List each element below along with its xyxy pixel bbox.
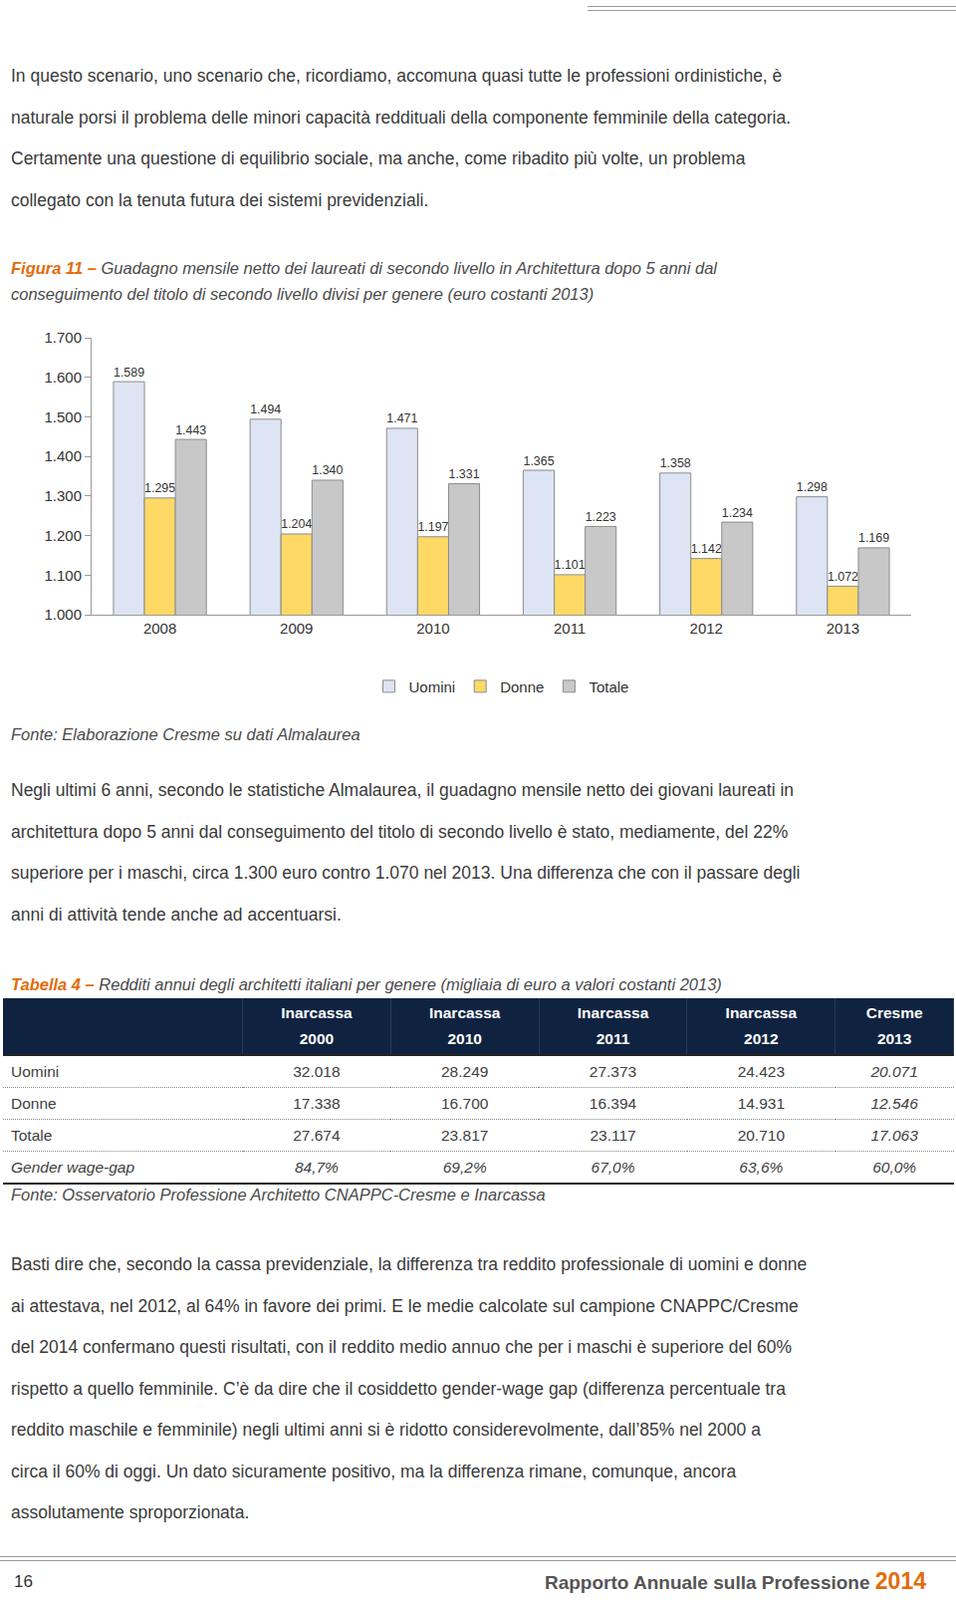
html-text:2010: 2010	[447, 1029, 482, 1047]
svg-text:1.494: 1.494	[249, 402, 281, 417]
html-text:circa il 60% di oggi. Un dato: circa il 60% di oggi. Un dato sicurament…	[10, 1460, 737, 1481]
html-text:24.423: 24.423	[737, 1062, 785, 1079]
html-text:Fonte: Elaborazione Cresme su: Fonte: Elaborazione Cresme su dati Almal…	[10, 724, 361, 743]
html-text:12.546: 12.546	[870, 1093, 918, 1111]
svg-text:1.400: 1.400	[43, 447, 82, 465]
html-text:69,2%: 69,2%	[442, 1157, 487, 1175]
svg-text:1.600: 1.600	[43, 368, 82, 386]
svg-text:Uomini: Uomini	[409, 678, 457, 696]
svg-text:1.298: 1.298	[796, 479, 828, 494]
svg-text:1.589: 1.589	[113, 365, 145, 380]
html-text:16.700: 16.700	[441, 1093, 489, 1111]
html-text:17.338: 17.338	[292, 1093, 341, 1111]
svg-text:1.000: 1.000	[43, 605, 82, 623]
svg-text:1.340: 1.340	[311, 463, 343, 478]
html-text:16.394: 16.394	[589, 1093, 637, 1111]
svg-text:2008: 2008	[143, 619, 177, 637]
svg-text:1.101: 1.101	[554, 557, 586, 572]
svg-text:1.443: 1.443	[175, 423, 207, 438]
svg-text:1.700: 1.700	[43, 328, 82, 346]
html-text:Tabella 4 – Redditi annui degl: Tabella 4 – Redditi annui degli architet…	[10, 974, 722, 993]
html-text:conseguimento del titolo di se: conseguimento del titolo di secondo live…	[10, 284, 594, 303]
html-text:Inarcassa: Inarcassa	[577, 1003, 649, 1021]
svg-text:1.471: 1.471	[386, 411, 418, 426]
html-text:63,6%: 63,6%	[739, 1157, 784, 1175]
svg-text:1.169: 1.169	[858, 530, 890, 545]
svg-text:2009: 2009	[279, 619, 313, 637]
html-text:23.817: 23.817	[441, 1125, 489, 1143]
svg-text:2010: 2010	[416, 619, 450, 637]
html-text:del 2014 confermano questi ris: del 2014 confermano questi risultati, co…	[10, 1336, 792, 1357]
html-text:Inarcassa: Inarcassa	[280, 1003, 353, 1021]
html-text:assolutamente sproporzionata.: assolutamente sproporzionata.	[10, 1501, 250, 1522]
html-text:superiore per i maschi, circa: superiore per i maschi, circa 1.300 euro…	[10, 862, 801, 883]
html-text:60,0%: 60,0%	[872, 1157, 917, 1175]
html-text:2000: 2000	[299, 1029, 334, 1047]
svg-text:1.331: 1.331	[448, 467, 479, 481]
html-text:Basti dire che, secondo la cas: Basti dire che, secondo la cassa previde…	[10, 1253, 807, 1274]
svg-text:1.295: 1.295	[144, 480, 176, 495]
html-text:27.373: 27.373	[589, 1062, 637, 1079]
html-text:collegato con la tenuta futura: collegato con la tenuta futura dei siste…	[10, 189, 429, 210]
svg-text:1.200: 1.200	[43, 526, 82, 544]
html-text:27.674: 27.674	[292, 1125, 341, 1143]
html-text:Rapporto Annuale sulla Profess: Rapporto Annuale sulla Professione2014	[544, 1567, 927, 1594]
svg-text:1.072: 1.072	[827, 569, 859, 584]
html-text:naturale porsi il problema del: naturale porsi il problema delle minori …	[10, 107, 791, 127]
svg-text:1.197: 1.197	[417, 519, 449, 534]
html-text:2011: 2011	[596, 1029, 630, 1047]
svg-text:1.300: 1.300	[43, 486, 82, 504]
html-text:20.710: 20.710	[737, 1125, 785, 1143]
svg-text:1.500: 1.500	[43, 408, 82, 426]
svg-text:1.365: 1.365	[522, 454, 554, 469]
html-text:Fonte: Osservatorio Profession: Fonte: Osservatorio Professione Architet…	[10, 1185, 546, 1203]
html-text:architettura dopo 5 anni dal c: architettura dopo 5 anni dal conseguimen…	[10, 821, 788, 841]
html-text:Certamente una questione di eq: Certamente una questione di equilibrio s…	[10, 148, 746, 169]
html-text:rispetto a quello femminile. C: rispetto a quello femminile. C’è da dire…	[10, 1377, 786, 1398]
html-text:28.249: 28.249	[441, 1062, 489, 1079]
html-text:16: 16	[13, 1571, 33, 1591]
html-text:20.071: 20.071	[870, 1062, 918, 1079]
html-text:Uomini: Uomini	[10, 1062, 59, 1079]
html-text:Inarcassa: Inarcassa	[429, 1003, 501, 1021]
svg-text:Totale: Totale	[588, 678, 629, 696]
svg-text:1.223: 1.223	[585, 509, 617, 524]
html-text:14.931: 14.931	[737, 1093, 785, 1111]
html-text:17.063: 17.063	[870, 1125, 918, 1143]
html-text:84,7%: 84,7%	[294, 1157, 339, 1175]
html-text:Totale: Totale	[10, 1125, 53, 1143]
svg-text:1.204: 1.204	[280, 516, 312, 531]
html-text:Figura 11 – Guadagno mensile n: Figura 11 – Guadagno mensile netto dei l…	[10, 258, 717, 277]
html-text:Negli ultimi 6 anni, secondo l: Negli ultimi 6 anni, secondo le statisti…	[10, 779, 794, 800]
html-text:2012: 2012	[743, 1029, 779, 1047]
html-text:2013: 2013	[877, 1029, 912, 1047]
html-text:23.117: 23.117	[589, 1125, 637, 1143]
svg-text:1.358: 1.358	[660, 456, 692, 471]
svg-text:1.100: 1.100	[43, 566, 82, 584]
svg-text:2011: 2011	[553, 619, 586, 637]
html-text:reddito maschile e femminile): reddito maschile e femminile) negli ulti…	[10, 1419, 761, 1439]
html-text:67,0%: 67,0%	[591, 1157, 635, 1175]
html-text:Donne: Donne	[10, 1093, 57, 1111]
html-text:ai attestava, nel 2012, al 64%: ai attestava, nel 2012, al 64% in favore…	[10, 1295, 799, 1315]
html-text:Gender wage-gap: Gender wage-gap	[10, 1157, 135, 1175]
svg-text:1.234: 1.234	[721, 505, 753, 520]
svg-text:2013: 2013	[826, 619, 860, 637]
svg-text:1.142: 1.142	[691, 541, 722, 556]
svg-text:2012: 2012	[690, 619, 723, 637]
html-text:32.018: 32.018	[292, 1062, 341, 1079]
html-text:Inarcassa: Inarcassa	[725, 1003, 797, 1021]
html-text:In questo scenario, uno scenar: In questo scenario, uno scenario che, ri…	[10, 65, 783, 86]
svg-text:Donne: Donne	[499, 678, 544, 696]
html-text:anni di attività tende anche a: anni di attività tende anche ad accentua…	[10, 903, 342, 924]
html-text:Cresme: Cresme	[866, 1003, 923, 1021]
